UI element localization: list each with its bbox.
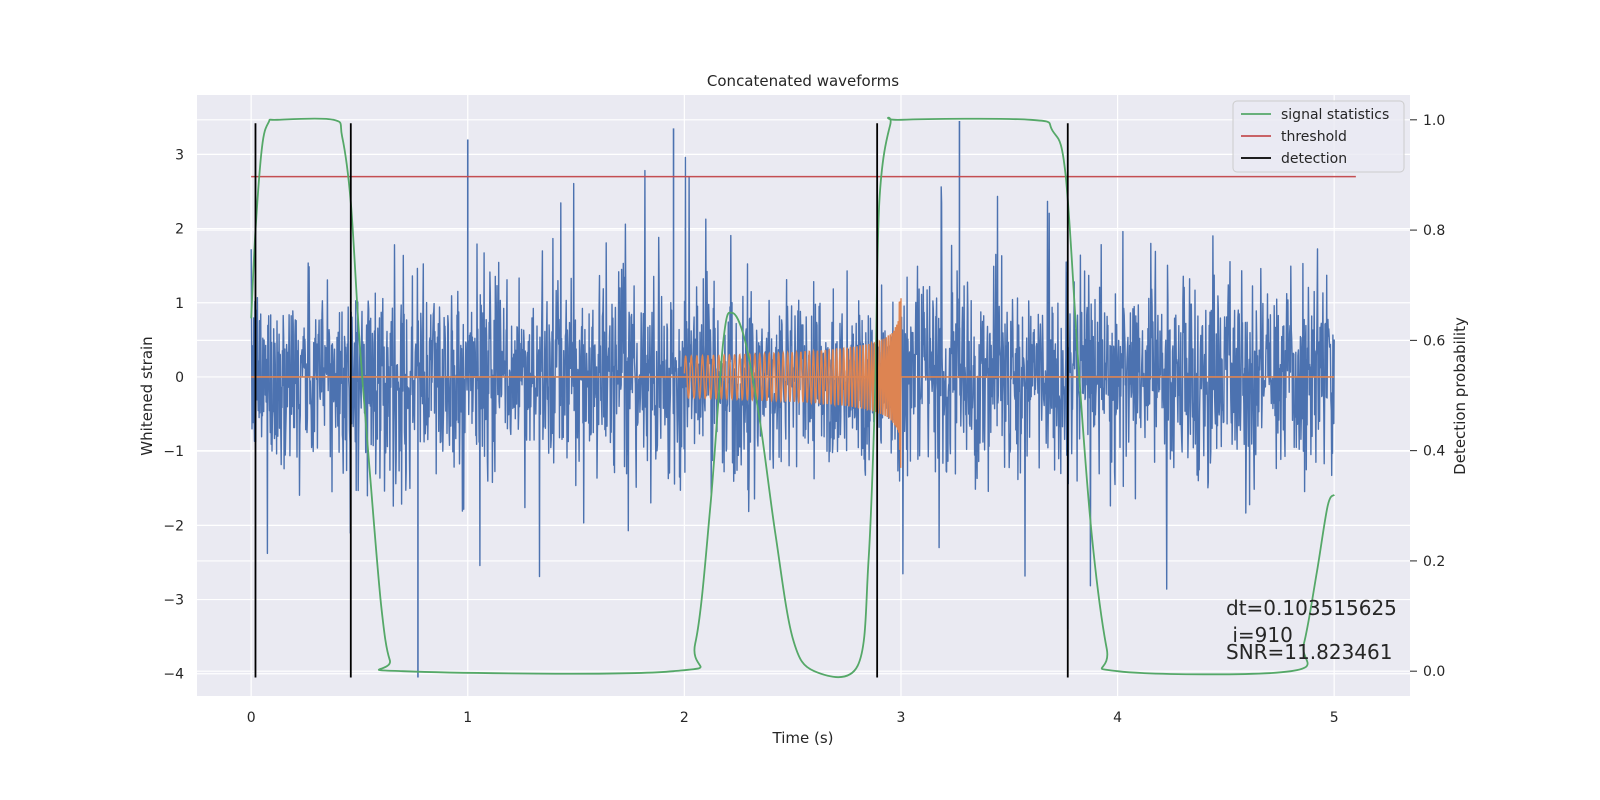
legend-label: signal statistics xyxy=(1281,107,1389,123)
signal-statistics-line xyxy=(250,116,1335,678)
y-axis-label-left: Whitened strain xyxy=(138,336,156,455)
x-tick-label: 0 xyxy=(247,710,256,726)
y-tick-label-right: 0.4 xyxy=(1423,444,1445,460)
x-tick-label: 4 xyxy=(1113,710,1122,726)
axes-layer: 0 1 2 3 4 5 −4 −3 −2 −1 0 1 2 3 0.0 0.2 0.4 0.6 0.8 1.0 xyxy=(163,113,1445,726)
y-tick-label-left: −4 xyxy=(163,667,184,683)
y-tick-label-left: 0 xyxy=(175,370,184,386)
chart-title: Concatenated waveforms xyxy=(707,72,899,90)
x-tick-label: 1 xyxy=(463,710,472,726)
injected-signal-chirp xyxy=(683,298,902,468)
x-tick-label: 3 xyxy=(897,710,906,726)
x-axis-label: Time (s) xyxy=(772,729,834,747)
annotation-snr: SNR=11.823461 xyxy=(1226,640,1392,664)
y-tick-label-right: 0.6 xyxy=(1423,333,1445,349)
annotation-dt: dt=0.103515625 xyxy=(1226,596,1397,620)
legend-box xyxy=(1232,100,1405,173)
y-tick-label-right: 0.0 xyxy=(1423,664,1445,680)
y-tick-label-left: −3 xyxy=(163,593,184,609)
y-tick-label-left: −1 xyxy=(163,444,184,460)
y-tick-label-left: −2 xyxy=(163,518,184,534)
legend: signal statistics threshold detection xyxy=(1232,100,1405,173)
series-layer xyxy=(250,116,1356,678)
y-axis-label-right: Detection probability xyxy=(1451,317,1469,475)
annotation-index: i=910 xyxy=(1226,623,1293,647)
y-tick-label-left: 1 xyxy=(175,296,184,312)
y-tick-label-left: 2 xyxy=(175,222,184,238)
legend-label: threshold xyxy=(1281,129,1347,145)
y-tick-label-left: 3 xyxy=(175,147,184,163)
y-tick-label-right: 0.8 xyxy=(1423,223,1445,239)
y-tick-label-right: 0.2 xyxy=(1423,554,1445,570)
x-tick-label: 2 xyxy=(680,710,689,726)
legend-label: detection xyxy=(1281,151,1347,167)
x-tick-label: 5 xyxy=(1330,710,1339,726)
y-tick-label-right: 1.0 xyxy=(1423,113,1445,129)
